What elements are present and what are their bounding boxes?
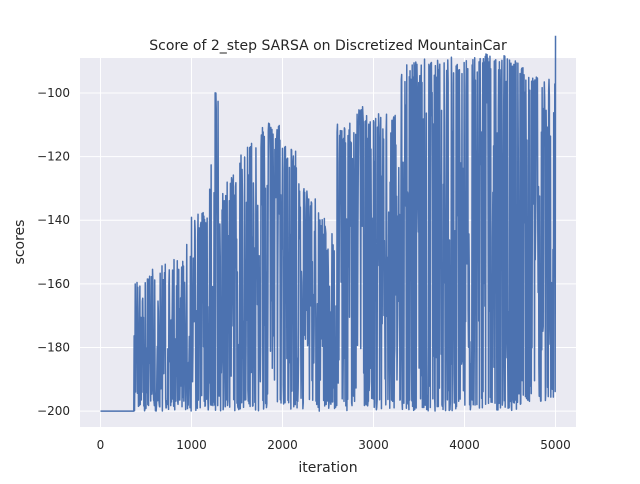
y-tick-label: −180 (37, 340, 70, 354)
y-tick-label: −140 (37, 213, 70, 227)
chart-title: Score of 2_step SARSA on Discretized Mou… (149, 38, 507, 54)
y-tick-label: −160 (37, 277, 70, 291)
x-tick-labels: 0 1000 2000 3000 4000 5000 (97, 438, 571, 452)
x-tick-label: 1000 (176, 438, 207, 452)
y-tick-labels: −200 −180 −160 −140 −120 −100 (37, 86, 70, 418)
series-line (100, 35, 557, 412)
y-axis-label: scores (12, 220, 28, 265)
y-tick-label: −120 (37, 150, 70, 164)
x-tick-label: 5000 (540, 438, 571, 452)
y-tick-label: −200 (37, 404, 70, 418)
x-tick-label: 0 (97, 438, 105, 452)
series-layer (100, 35, 557, 412)
x-axis-label: iteration (298, 460, 357, 476)
x-tick-label: 2000 (267, 438, 298, 452)
x-tick-label: 3000 (358, 438, 389, 452)
y-tick-label: −100 (37, 86, 70, 100)
x-tick-label: 4000 (449, 438, 480, 452)
